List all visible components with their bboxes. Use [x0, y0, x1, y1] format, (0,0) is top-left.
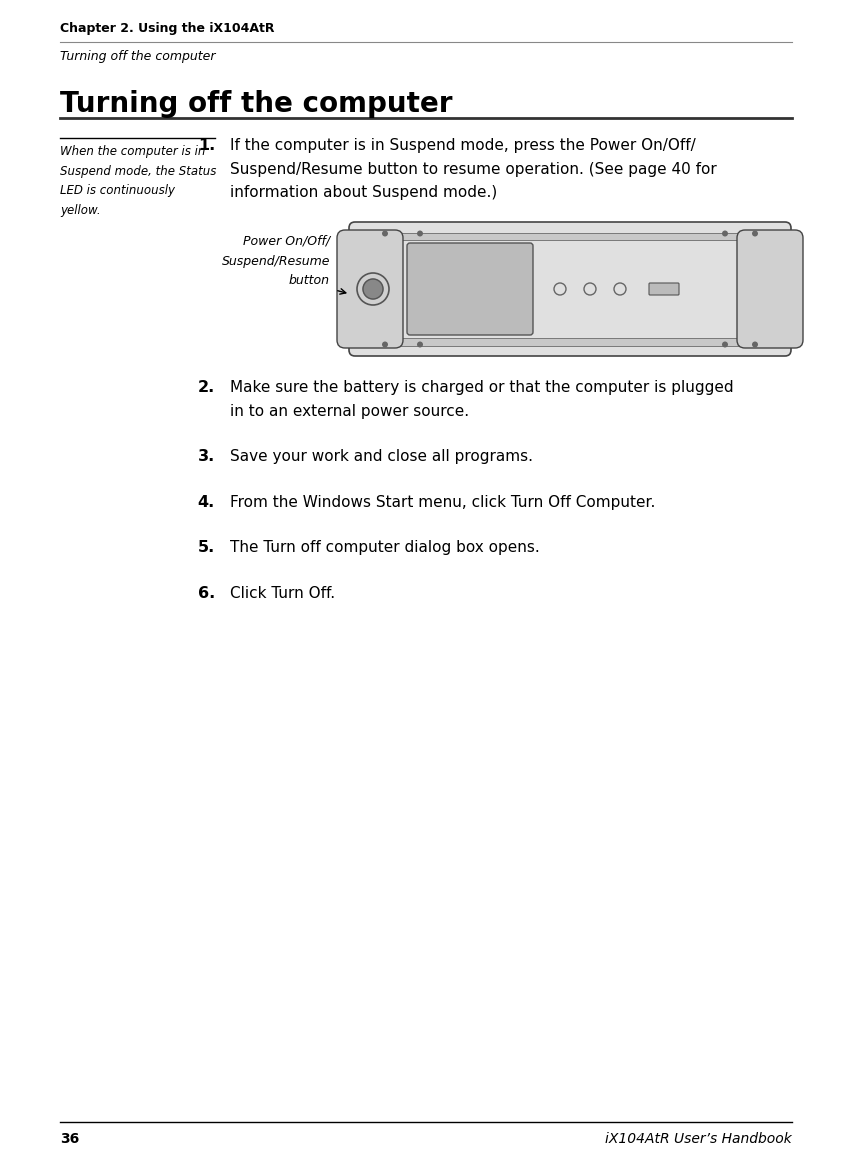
- Circle shape: [382, 231, 388, 237]
- Text: From the Windows Start menu, click Turn Off Computer.: From the Windows Start menu, click Turn …: [230, 495, 656, 510]
- Text: Suspend mode, the Status: Suspend mode, the Status: [60, 165, 216, 178]
- Text: If the computer is in Suspend mode, press the Power On/Off/: If the computer is in Suspend mode, pres…: [230, 138, 695, 153]
- Text: Turning off the computer: Turning off the computer: [60, 90, 452, 118]
- Circle shape: [363, 279, 383, 299]
- Text: Chapter 2. Using the iX104AtR: Chapter 2. Using the iX104AtR: [60, 22, 274, 35]
- Bar: [370, 338, 770, 346]
- FancyBboxPatch shape: [407, 243, 533, 335]
- Text: information about Suspend mode.): information about Suspend mode.): [230, 185, 497, 200]
- Circle shape: [752, 231, 758, 237]
- FancyBboxPatch shape: [337, 230, 403, 349]
- FancyBboxPatch shape: [649, 283, 679, 295]
- Circle shape: [752, 342, 758, 347]
- Text: 2.: 2.: [197, 380, 215, 395]
- Text: Click Turn Off.: Click Turn Off.: [230, 585, 335, 600]
- Circle shape: [417, 231, 423, 237]
- Text: Suspend/Resume: Suspend/Resume: [222, 255, 330, 268]
- Circle shape: [722, 342, 728, 347]
- FancyBboxPatch shape: [737, 230, 803, 349]
- Text: When the computer is in: When the computer is in: [60, 145, 205, 158]
- Text: Make sure the battery is charged or that the computer is plugged: Make sure the battery is charged or that…: [230, 380, 734, 395]
- Text: 5.: 5.: [197, 540, 215, 555]
- Text: iX104AtR User’s Handbook: iX104AtR User’s Handbook: [606, 1132, 792, 1146]
- Circle shape: [417, 342, 423, 347]
- Text: 1.: 1.: [197, 138, 215, 153]
- Text: button: button: [289, 273, 330, 287]
- Text: Suspend/Resume button to resume operation. (See page 40 for: Suspend/Resume button to resume operatio…: [230, 162, 717, 177]
- Text: LED is continuously: LED is continuously: [60, 183, 175, 197]
- Text: 36: 36: [60, 1132, 80, 1146]
- FancyBboxPatch shape: [349, 222, 791, 355]
- Circle shape: [722, 231, 728, 237]
- Text: The Turn off computer dialog box opens.: The Turn off computer dialog box opens.: [230, 540, 540, 555]
- Text: 6.: 6.: [197, 585, 215, 600]
- Circle shape: [382, 342, 388, 347]
- Text: 4.: 4.: [197, 495, 215, 510]
- Bar: [370, 233, 770, 240]
- Text: in to an external power source.: in to an external power source.: [230, 404, 469, 419]
- Text: Turning off the computer: Turning off the computer: [60, 50, 215, 63]
- Text: Power On/Off/: Power On/Off/: [243, 235, 330, 248]
- Text: yellow.: yellow.: [60, 203, 101, 217]
- Text: 3.: 3.: [197, 449, 215, 464]
- Text: Save your work and close all programs.: Save your work and close all programs.: [230, 449, 533, 464]
